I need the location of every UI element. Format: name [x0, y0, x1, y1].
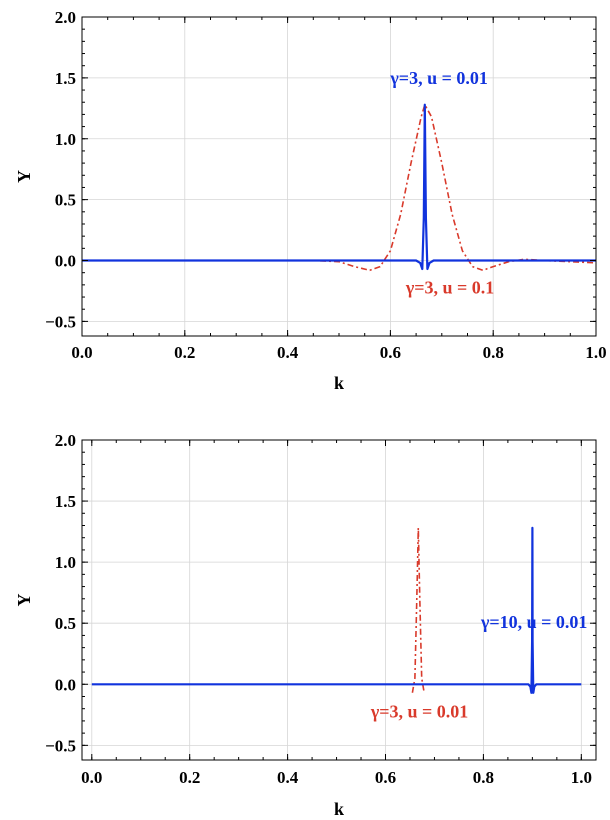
top-chart: 0.0 0.2 0.4 0.6 0.8 1.0−0.50.00.51.01.52.0 k …: [14, 8, 607, 393]
bottom-x-tick-label: 0.4: [277, 768, 299, 787]
top-x-tick-label: 0.8: [483, 343, 504, 362]
top-annotations: γ=3, u = 0.01 γ=3, u = 0.1: [389, 68, 494, 297]
top-series: [82, 103, 597, 272]
top-y-axis-title: Υ: [14, 170, 34, 183]
bottom-x-tick-label: 0.8: [473, 768, 494, 787]
top-annotation-1: γ=3, u = 0.1: [405, 277, 494, 297]
bottom-annotation-1: γ=10, u = 0.01: [480, 612, 587, 632]
top-x-axis-title: k: [334, 373, 344, 393]
top-x-tick-label: 0.0: [71, 343, 92, 362]
bottom-series: [91, 526, 582, 694]
bottom-x-tick-label: 0.0: [81, 768, 102, 787]
bottom-x-tick-label: 0.6: [375, 768, 396, 787]
top-series-0-line: [82, 103, 597, 272]
bottom-y-tick-label: 2.0: [55, 431, 76, 450]
bottom-y-tick-label: 0.0: [55, 675, 76, 694]
top-y-tick-label: −0.5: [45, 312, 76, 331]
bottom-x-tick-label: 1.0: [571, 768, 592, 787]
bottom-annotation-0: γ=3, u = 0.01: [370, 701, 468, 721]
bottom-y-tick-label: −0.5: [45, 736, 76, 755]
bottom-plot-frame: [81, 439, 597, 761]
bottom-chart: 0.0 0.2 0.4 0.6 0.8 1.0−0.50.00.51.01.52.0 k …: [14, 431, 597, 819]
bottom-y-tick-label: 1.5: [55, 492, 76, 511]
top-y-tick-label: 2.0: [55, 8, 76, 27]
bottom-x-tick-label: 0.2: [179, 768, 200, 787]
top-series-1-line: [82, 103, 596, 271]
top-x-tick-label: 0.2: [174, 343, 195, 362]
bottom-x-axis-title: k: [334, 799, 344, 819]
bottom-y-tick-label: 1.0: [55, 553, 76, 572]
top-y-tick-label: 1.5: [55, 69, 76, 88]
top-plot-frame: [81, 16, 597, 337]
top-annotation-0: γ=3, u = 0.01: [389, 68, 487, 88]
bottom-annotations: γ=3, u = 0.01 γ=10, u = 0.01: [370, 612, 588, 721]
bottom-tick-labels: 0.0 0.2 0.4 0.6 0.8 1.0 −0.5 0.0 0.5 1.0 1.5 2.0: [45, 431, 592, 787]
top-y-tick-label: 0.5: [55, 191, 76, 210]
top-y-tick-label: 0.0: [55, 252, 76, 271]
top-tick-labels: 0.0 0.2 0.4 0.6 0.8 1.0 −0.5 0.0 0.5 1.0 1.5 2.0: [45, 8, 607, 362]
top-grid: [81, 16, 597, 336]
bottom-grid: [82, 439, 596, 760]
bottom-series-0-line: [411, 527, 425, 693]
top-y-tick-label: 1.0: [55, 130, 76, 149]
top-x-tick-label: 0.4: [277, 343, 299, 362]
top-ticks: [81, 16, 597, 336]
bottom-ticks: [82, 439, 596, 760]
bottom-y-tick-label: 0.5: [55, 614, 76, 633]
bottom-y-axis-title: Υ: [14, 594, 34, 607]
top-x-tick-label: 0.6: [380, 343, 401, 362]
top-x-tick-label: 1.0: [585, 343, 606, 362]
bottom-series-1-line: [91, 526, 582, 694]
